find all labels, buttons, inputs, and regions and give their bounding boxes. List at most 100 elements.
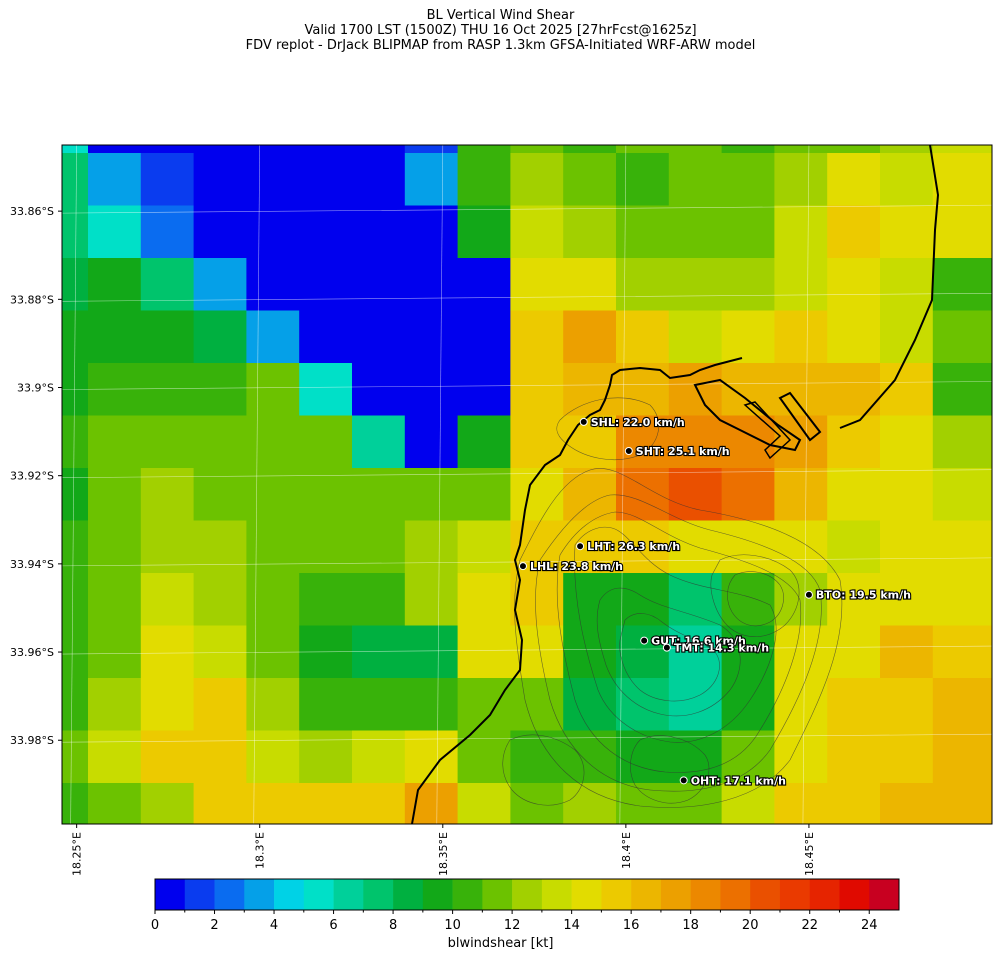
latitude-tick-label: 33.98°S: [10, 734, 54, 747]
shear-grid-cell: [352, 153, 406, 206]
shear-grid-cell: [352, 415, 406, 469]
shear-grid-cell: [193, 468, 247, 521]
shear-grid-cell: [932, 145, 992, 153]
terrain-contour: [502, 734, 585, 806]
shear-grid-cell: [563, 573, 617, 626]
terrain-contour: [630, 735, 710, 804]
shear-grid-cell: [721, 205, 775, 259]
harbour-pier: [778, 391, 822, 442]
shear-grid-cell: [404, 205, 459, 259]
shear-grid-cell: [510, 205, 564, 259]
shear-grid-cell: [404, 520, 459, 574]
coastline-east: [839, 145, 940, 429]
shear-grid-cell: [88, 145, 142, 153]
shear-grid-cell: [88, 678, 142, 731]
shear-grid-cell: [668, 258, 723, 311]
latitude-gridline: [62, 557, 992, 567]
colorbar-tick-label: 8: [389, 918, 397, 933]
shear-grid-cell: [616, 363, 670, 416]
shear-grid-cell: [721, 468, 775, 521]
shear-grid-cell: [246, 205, 300, 259]
shear-grid-cell: [299, 415, 353, 469]
shear-grid-cell: [246, 153, 300, 206]
shear-grid-layer: [62, 145, 992, 824]
longitude-ticks: 18.25°E 18.3°E 18.35°E 18.4°E 18.45°E: [71, 824, 816, 876]
shear-grid-cell: [140, 678, 195, 731]
shear-grid-cell: [510, 145, 564, 153]
shear-grid-cell: [827, 310, 881, 364]
shear-grid-cell: [563, 205, 617, 259]
shear-grid-cell: [774, 730, 828, 784]
shear-grid-cell: [932, 678, 992, 731]
latitude-tick-label: 33.92°S: [10, 470, 54, 483]
shear-grid-cell: [299, 730, 353, 784]
shear-grid-cell: [404, 573, 459, 626]
shear-grid-cell: [140, 783, 195, 824]
shear-grid-cell: [88, 730, 142, 784]
colorbar-tick-label: 22: [801, 918, 818, 933]
shear-grid-cell: [352, 625, 406, 679]
colorbar-tick-label: 10: [444, 918, 461, 933]
latitude-tick-label: 33.88°S: [10, 293, 54, 306]
colorbar-tick-label: 16: [623, 918, 640, 933]
shear-grid-cell: [457, 520, 511, 574]
shear-grid-cell: [62, 415, 89, 469]
shear-grid-cell: [193, 258, 247, 311]
shear-grid-cell: [140, 520, 195, 574]
station-marker: [518, 562, 527, 571]
colorbar-swatch: [631, 879, 662, 910]
station-marker: [804, 590, 813, 599]
colorbar-swatch: [541, 879, 572, 910]
colorbar-swatch: [155, 879, 186, 910]
shear-grid-cell: [299, 468, 353, 521]
shear-grid-cell: [774, 153, 828, 206]
shear-grid-cell: [352, 258, 406, 311]
shear-grid-cell: [563, 678, 617, 731]
shear-grid-cell: [299, 258, 353, 311]
shear-grid-cell: [827, 145, 881, 153]
shear-grid-cell: [721, 153, 775, 206]
latitude-tick-label: 33.96°S: [10, 646, 54, 659]
shear-grid-cell: [510, 783, 564, 824]
shear-grid-cell: [457, 625, 511, 679]
shear-grid-cell: [563, 145, 617, 153]
shear-grid-cell: [932, 363, 992, 416]
shear-grid-cell: [880, 145, 934, 153]
shear-grid-cell: [827, 625, 881, 679]
shear-grid-cell: [457, 783, 511, 824]
longitude-tick-label: 18.35°E: [437, 832, 450, 876]
shear-grid-cell: [457, 678, 511, 731]
shear-grid-cell: [932, 573, 992, 626]
chart-source: FDV replot - DrJack BLIPMAP from RASP 1.…: [245, 38, 756, 53]
shear-grid-cell: [62, 153, 89, 206]
colorbar-swatch: [303, 879, 334, 910]
shear-grid-cell: [563, 730, 617, 784]
shear-grid-cell: [299, 205, 353, 259]
shear-grid-cell: [246, 310, 300, 364]
shear-grid-cell: [932, 310, 992, 364]
shear-grid-cell: [510, 258, 564, 311]
colorbar-tick-label: 6: [329, 918, 337, 933]
colorbar-swatch: [720, 879, 751, 910]
shear-grid-cell: [193, 573, 247, 626]
colorbar-swatch: [512, 879, 543, 910]
shear-grid-cell: [193, 145, 247, 153]
shear-grid-cell: [510, 363, 564, 416]
shear-grid-cell: [352, 730, 406, 784]
shear-grid-cell: [510, 573, 564, 626]
shear-grid-cell: [616, 145, 670, 153]
shear-grid-cell: [880, 783, 934, 824]
shear-grid-cell: [827, 153, 881, 206]
shear-grid-cell: [457, 310, 511, 364]
shear-grid-cell: [510, 153, 564, 206]
longitude-gridline: [436, 145, 444, 824]
latitude-gridline: [62, 469, 992, 478]
shear-grid-cell: [62, 145, 89, 153]
shear-grid-cell: [721, 258, 775, 311]
shear-grid-cell: [827, 573, 881, 626]
shear-grid-cell: [721, 310, 775, 364]
shear-grid-cell: [616, 520, 670, 574]
shear-grid-cell: [616, 625, 670, 679]
colorbar-swatch: [809, 879, 840, 910]
terrain-contour: [710, 554, 800, 637]
